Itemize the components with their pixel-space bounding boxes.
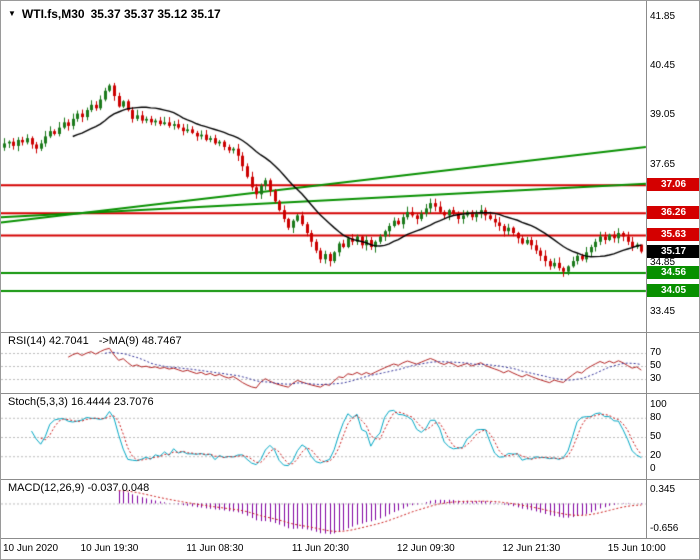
price-badge-resistance: 35.63 bbox=[647, 228, 699, 242]
stoch-scale-label: 0 bbox=[650, 463, 656, 474]
macd-panel-label: MACD(12,26,9) -0.037 0.048 bbox=[8, 482, 149, 494]
time-axis-label: 12 Jun 21:30 bbox=[502, 543, 561, 554]
price-badge-resistance: 36.26 bbox=[647, 206, 699, 220]
price-scale-label: 40.45 bbox=[650, 60, 676, 72]
macd-label: MACD(12,26,9) -0.037 0.048 bbox=[8, 482, 150, 494]
rsi-ma-label: ->MA(9) 48.7467 bbox=[98, 335, 182, 347]
rsi-scale-label: 50 bbox=[650, 360, 662, 371]
stoch-scale-label: 80 bbox=[650, 411, 662, 423]
rsi-panel-label: RSI(14) 42.7041 ->MA(9) 48.7467 bbox=[8, 335, 182, 347]
axis-separator bbox=[1, 538, 699, 539]
price-scale-label: 41.85 bbox=[650, 11, 676, 22]
time-axis-label: 15 Jun 10:00 bbox=[607, 543, 666, 554]
price-scale-label: 37.65 bbox=[650, 158, 676, 170]
stoch-scale-label: 20 bbox=[650, 450, 662, 462]
price-scale-label: 34.85 bbox=[650, 256, 676, 268]
price-badge-support: 34.56 bbox=[647, 266, 699, 280]
time-axis-label: 10 Jun 19:30 bbox=[80, 543, 139, 554]
stoch-label: Stoch(5,3,3) 16.4444 23.7076 bbox=[8, 396, 154, 408]
price-badge-current: 35.17 bbox=[647, 244, 699, 258]
rsi-scale-label: 30 bbox=[650, 373, 662, 384]
panel-separator[interactable] bbox=[1, 479, 699, 480]
symbol-title: WTI.fs,M30 bbox=[21, 7, 85, 21]
panel-separator[interactable] bbox=[1, 332, 699, 333]
price-scale-label: 39.05 bbox=[650, 109, 676, 121]
price-scale[interactable]: 41.85 40.45 39.05 37.65 34.85 33.45 70 50 30 100 8… bbox=[646, 1, 699, 538]
time-scale[interactable]: 10 Jun 2020 10 Jun 19:30 11 Jun 08:30 11 Ju… bbox=[1, 539, 699, 559]
time-axis-label: 11 Jun 08:30 bbox=[186, 543, 244, 554]
stoch-scale-label: 100 bbox=[650, 399, 667, 410]
time-axis-label: 12 Jun 09:30 bbox=[396, 543, 455, 554]
rsi-label: RSI(14) 42.7041 bbox=[8, 335, 89, 347]
stoch-scale-label: 50 bbox=[650, 431, 662, 442]
rsi-scale-label: 70 bbox=[650, 347, 662, 358]
price-badge-resistance: 37.06 bbox=[647, 178, 699, 192]
scale-divider bbox=[646, 1, 647, 538]
panel-separator[interactable] bbox=[1, 393, 699, 394]
macd-scale-label: -0.656 bbox=[650, 523, 679, 534]
stoch-panel-label: Stoch(5,3,3) 16.4444 23.7076 bbox=[8, 396, 154, 408]
ohlc-values: 35.37 35.37 35.12 35.17 bbox=[90, 7, 221, 21]
chart-header: ▼ WTI.fs,M30 35.37 35.37 35.12 35.17 bbox=[8, 7, 221, 21]
time-axis-label: 11 Jun 20:30 bbox=[291, 543, 349, 554]
symbol-dropdown-icon[interactable]: ▼ bbox=[8, 9, 16, 18]
price-scale-label: 33.45 bbox=[650, 306, 676, 317]
time-axis-label: 10 Jun 2020 bbox=[3, 543, 59, 554]
macd-scale-label: 0.345 bbox=[650, 484, 676, 495]
price-badge-support: 34.05 bbox=[647, 283, 699, 297]
